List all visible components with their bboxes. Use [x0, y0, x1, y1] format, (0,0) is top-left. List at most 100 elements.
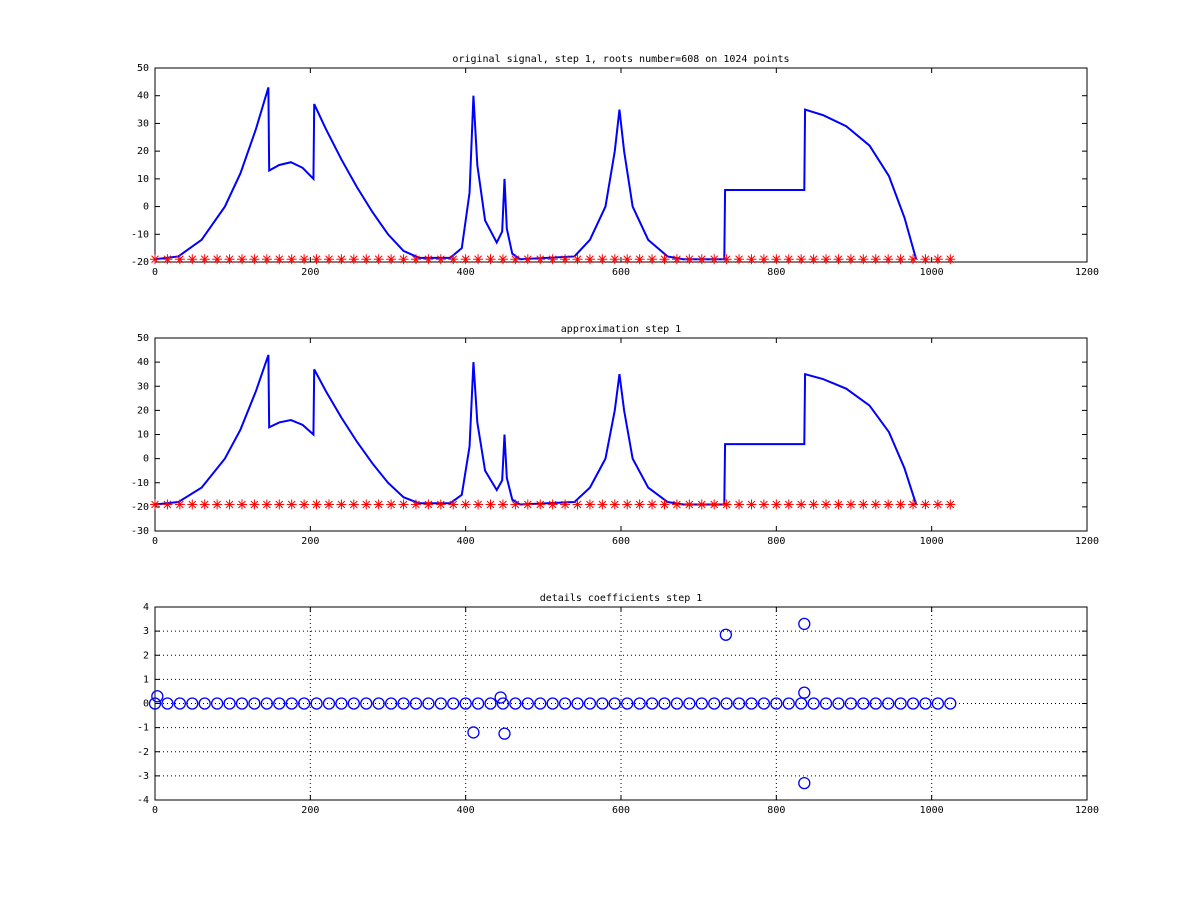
star-stroke	[697, 255, 706, 264]
circle-marker	[832, 697, 845, 710]
star-marker	[212, 499, 223, 510]
star-stroke	[238, 500, 246, 509]
star-stroke	[412, 255, 420, 264]
subplot: approximation step 10 200 400 600 800 1000 120…	[131, 324, 1099, 547]
star-stroke	[287, 500, 296, 509]
star-marker	[299, 499, 310, 510]
star-stroke	[337, 255, 346, 264]
star-marker	[398, 499, 409, 510]
star-stroke	[797, 500, 806, 509]
circle-marker	[310, 697, 323, 710]
star-stroke	[697, 500, 706, 509]
y-tick-label: -20	[131, 257, 149, 268]
star-stroke	[784, 500, 793, 509]
star-stroke	[822, 255, 830, 264]
circle-marker	[798, 776, 811, 790]
star-stroke	[200, 255, 209, 264]
star-marker	[373, 499, 384, 510]
star-marker	[696, 254, 707, 265]
star-marker	[386, 254, 397, 265]
star-marker	[920, 254, 931, 265]
star-marker	[771, 254, 782, 265]
star-marker	[783, 499, 794, 510]
star-stroke	[847, 500, 855, 509]
star-marker	[187, 254, 198, 265]
star-marker	[311, 254, 322, 265]
circle-marker	[210, 697, 224, 710]
circle-marker	[372, 697, 385, 710]
x-tick-label: 600	[612, 805, 630, 816]
star-stroke	[412, 500, 420, 509]
star-marker	[286, 254, 297, 265]
star-marker	[671, 254, 682, 265]
circle-marker	[583, 697, 597, 710]
star-stroke	[747, 500, 756, 509]
star-marker	[485, 499, 496, 510]
star-stroke	[598, 255, 607, 264]
star-stroke	[523, 500, 532, 509]
star-marker	[709, 499, 720, 510]
star-marker	[833, 254, 844, 265]
star-marker	[895, 499, 906, 510]
y-tick-label: 30	[137, 381, 149, 392]
star-stroke	[399, 255, 408, 264]
circle-marker	[248, 697, 261, 710]
y-tick-label: 40	[137, 91, 149, 102]
star-stroke	[648, 500, 656, 509]
star-marker	[584, 499, 595, 510]
star-marker	[274, 499, 285, 510]
star-marker	[174, 499, 185, 510]
star-marker	[945, 499, 956, 510]
star-stroke	[536, 255, 545, 264]
star-marker	[833, 499, 844, 510]
y-tick-label: 50	[137, 333, 149, 344]
circle-marker	[944, 697, 957, 710]
star-marker	[336, 254, 347, 265]
star-marker	[696, 499, 707, 510]
star-stroke	[300, 500, 308, 509]
x-tick-label: 800	[767, 267, 785, 278]
star-stroke	[362, 255, 371, 264]
circle-marker	[459, 697, 472, 710]
y-tick-label: -4	[137, 795, 149, 806]
circle-marker	[322, 697, 336, 710]
star-marker	[373, 254, 384, 265]
x-tick-label: 400	[457, 536, 475, 547]
star-marker	[647, 499, 658, 510]
circle-marker	[285, 697, 298, 710]
star-stroke	[635, 255, 644, 264]
star-stroke	[772, 255, 781, 264]
star-marker	[908, 254, 919, 265]
star-stroke	[387, 500, 395, 509]
star-marker	[286, 499, 297, 510]
star-stroke	[312, 255, 321, 264]
star-marker	[361, 254, 372, 265]
x-tick-label: 0	[152, 805, 158, 816]
x-tick-label: 200	[301, 805, 319, 816]
star-marker	[249, 499, 260, 510]
x-tick-label: 1200	[1075, 805, 1099, 816]
star-stroke	[635, 500, 644, 509]
circle-marker	[509, 697, 522, 710]
axes-box	[154, 67, 1088, 263]
star-stroke	[300, 255, 308, 264]
circle-marker	[857, 697, 870, 710]
star-marker	[721, 499, 732, 510]
star-stroke	[896, 255, 905, 264]
star-marker	[659, 499, 670, 510]
x-tick-label: 200	[301, 267, 319, 278]
star-marker	[746, 499, 757, 510]
star-stroke	[436, 255, 445, 264]
star-marker	[858, 254, 869, 265]
star-stroke	[200, 500, 209, 509]
star-marker	[435, 254, 446, 265]
star-marker	[535, 254, 546, 265]
axes-box	[154, 606, 1088, 801]
star-stroke	[797, 255, 806, 264]
star-stroke	[834, 500, 843, 509]
star-marker	[236, 254, 247, 265]
star-stroke	[238, 255, 246, 264]
star-marker	[473, 254, 484, 265]
circle-marker	[608, 697, 621, 710]
y-tick-label: -2	[137, 747, 149, 758]
